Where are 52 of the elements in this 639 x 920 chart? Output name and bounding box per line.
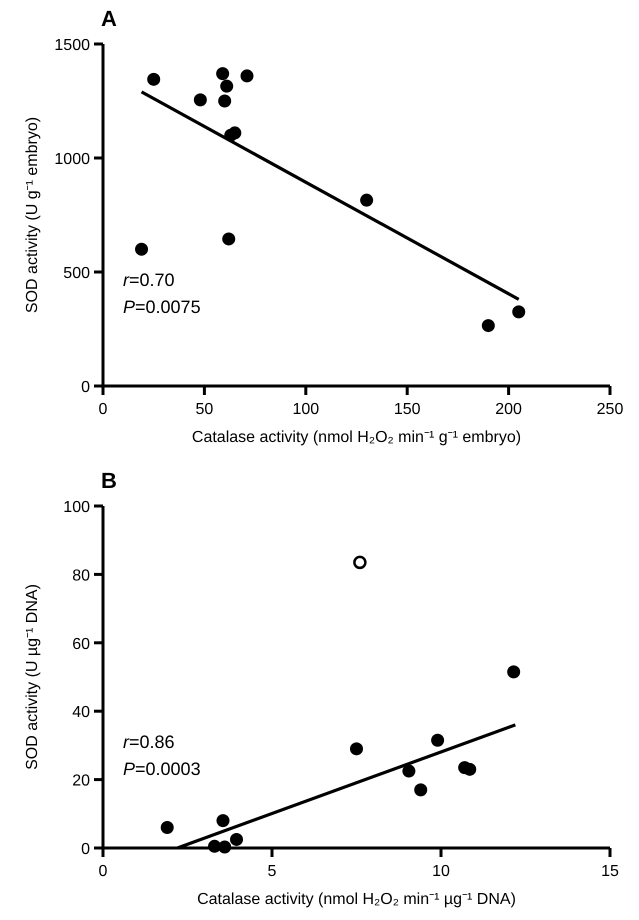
x-tick-label: 100 — [292, 401, 320, 418]
y-tick-label: 80 — [72, 567, 90, 584]
point — [147, 72, 160, 86]
y-tick-label: 0 — [81, 841, 90, 858]
annotation: P=0.0003 — [123, 759, 201, 779]
x-axis-title: Catalase activity (nmol H₂O₂ min⁻¹ µg⁻¹ DNA) — [197, 891, 516, 908]
point — [218, 94, 232, 108]
y-tick-label: 500 — [63, 265, 90, 282]
point — [240, 69, 254, 82]
x-tick-label: 15 — [601, 863, 619, 880]
point — [463, 762, 476, 776]
point — [431, 734, 444, 747]
y-tick-label: 100 — [63, 499, 90, 516]
annotation: r=0.86 — [123, 732, 175, 752]
x-axis-title: Catalase activity (nmol H₂O₂ min⁻¹ g⁻¹ embryo) — [192, 429, 522, 446]
point — [228, 126, 242, 140]
point — [194, 93, 207, 106]
point — [414, 783, 428, 796]
y-tick-label: 40 — [72, 704, 90, 722]
point — [482, 319, 495, 332]
x-tick-label: 0 — [98, 863, 108, 880]
point — [350, 742, 363, 756]
x-tick-label: 0 — [98, 401, 108, 418]
point — [402, 764, 416, 778]
point — [222, 232, 236, 246]
point — [160, 820, 174, 834]
y-tick-label: 0 — [81, 379, 90, 396]
x-tick-label: 250 — [596, 401, 624, 418]
chart-title: B — [101, 468, 117, 493]
y-tick-label: 20 — [72, 772, 90, 790]
y-tick-label: 1500 — [54, 37, 90, 54]
x-tick-label: 5 — [268, 863, 277, 880]
x-tick-label: 150 — [394, 401, 421, 418]
point — [512, 305, 526, 318]
point — [353, 556, 367, 570]
point — [216, 814, 230, 828]
chart-title: A — [101, 6, 117, 31]
y-axis-title: SOD activity (U µg⁻¹ DNA) — [24, 584, 41, 770]
y-tick-label: 1000 — [54, 151, 90, 168]
annotation: r=0.70 — [123, 270, 175, 290]
y-tick-label: 60 — [72, 636, 90, 653]
point — [507, 665, 520, 678]
point — [220, 80, 234, 93]
y-axis-title: SOD activity (U g⁻¹ embryo) — [24, 116, 41, 314]
x-tick-label: 50 — [196, 401, 214, 418]
point — [216, 67, 230, 80]
point — [135, 242, 148, 256]
x-tick-label: 10 — [432, 863, 450, 880]
annotation: P=0.0075 — [123, 297, 201, 317]
point — [230, 832, 244, 846]
point — [360, 194, 374, 207]
x-tick-label: 200 — [495, 401, 522, 418]
